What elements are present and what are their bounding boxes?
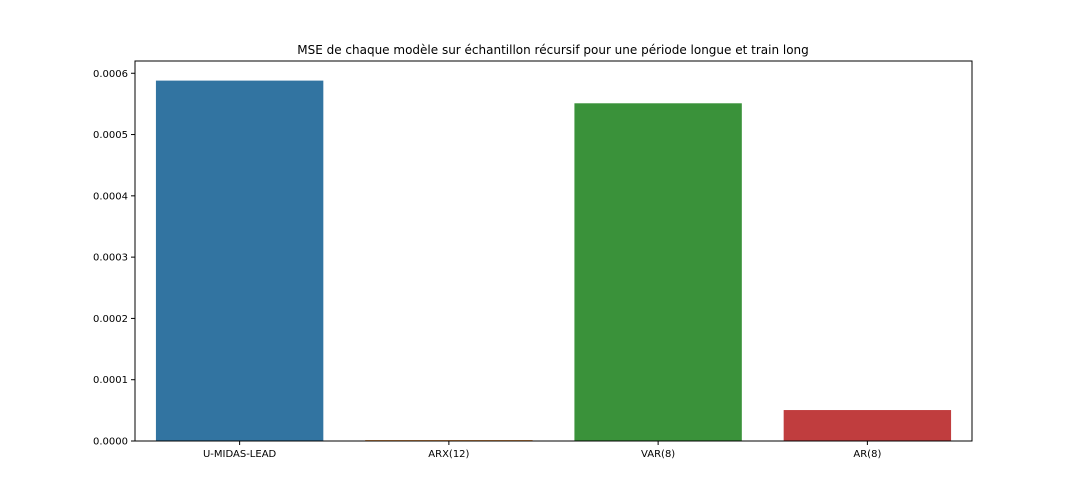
x-tick-label: VAR(8): [641, 449, 675, 460]
y-tick-label: 0.0001: [93, 375, 128, 386]
x-axis: U-MIDAS-LEAD ARX(12) VAR(8) AR(8): [203, 441, 881, 460]
y-tick-label: 0.0006: [93, 69, 128, 80]
chart-title: MSE de chaque modèle sur échantillon réc…: [297, 43, 809, 57]
y-axis: 0.0000 0.0001 0.0002 0.0003 0.0004 0.0005 0.00…: [93, 69, 135, 448]
plot-frame: [134, 60, 973, 442]
y-tick-label: 0.0002: [93, 314, 128, 325]
bar-var-8: [574, 103, 742, 441]
x-tick-label: ARX(12): [428, 449, 469, 460]
x-tick-label: AR(8): [853, 449, 881, 460]
bar-ar-8: [783, 410, 952, 441]
bars-group: [155, 80, 952, 442]
y-tick-label: 0.0004: [93, 191, 128, 202]
y-tick-label: 0.0003: [93, 253, 128, 264]
x-tick-label: U-MIDAS-LEAD: [203, 449, 277, 460]
y-tick-label: 0.0005: [93, 130, 128, 141]
y-tick-label: 0.0000: [93, 437, 128, 448]
bar-u-midas-lead: [155, 80, 324, 442]
